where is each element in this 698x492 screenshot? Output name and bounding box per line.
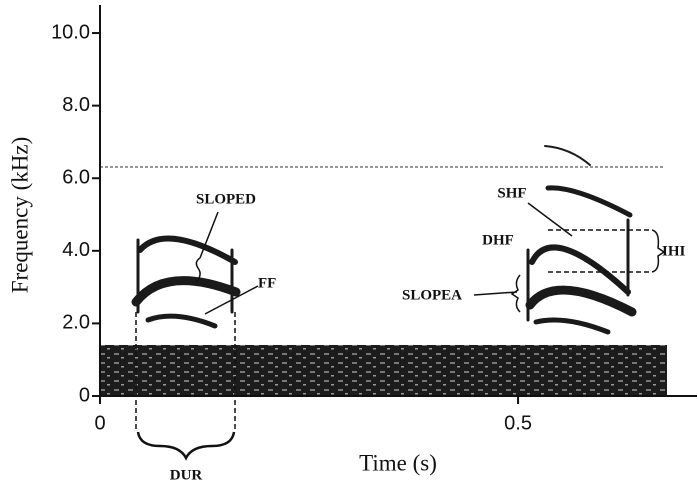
x-tick-label: 0	[94, 412, 105, 434]
y-tick-label: 2.0	[62, 312, 90, 334]
y-tick-label: 6.0	[62, 167, 90, 189]
annotation-marks	[135, 202, 666, 461]
y-tick-label: 8.0	[62, 94, 90, 116]
annotation: SLOPED	[196, 191, 256, 207]
x-tick-label: 0.5	[504, 412, 532, 434]
annotation: SLOPEA	[402, 287, 462, 303]
y-tick-label: 10.0	[51, 21, 90, 43]
spectrogram	[100, 145, 667, 396]
y-axis-label: Frequency (kHz)	[7, 137, 32, 293]
annotation: DHF	[482, 232, 514, 248]
annotation: DUR	[170, 467, 203, 483]
x-axis-label: Time (s)	[359, 450, 437, 475]
annotation: FF	[258, 275, 276, 291]
annotation: IHI	[662, 243, 686, 259]
y-tick-label: 4.0	[62, 239, 90, 261]
annotation: SHF	[497, 185, 526, 201]
y-tick-label: 0	[79, 384, 90, 406]
